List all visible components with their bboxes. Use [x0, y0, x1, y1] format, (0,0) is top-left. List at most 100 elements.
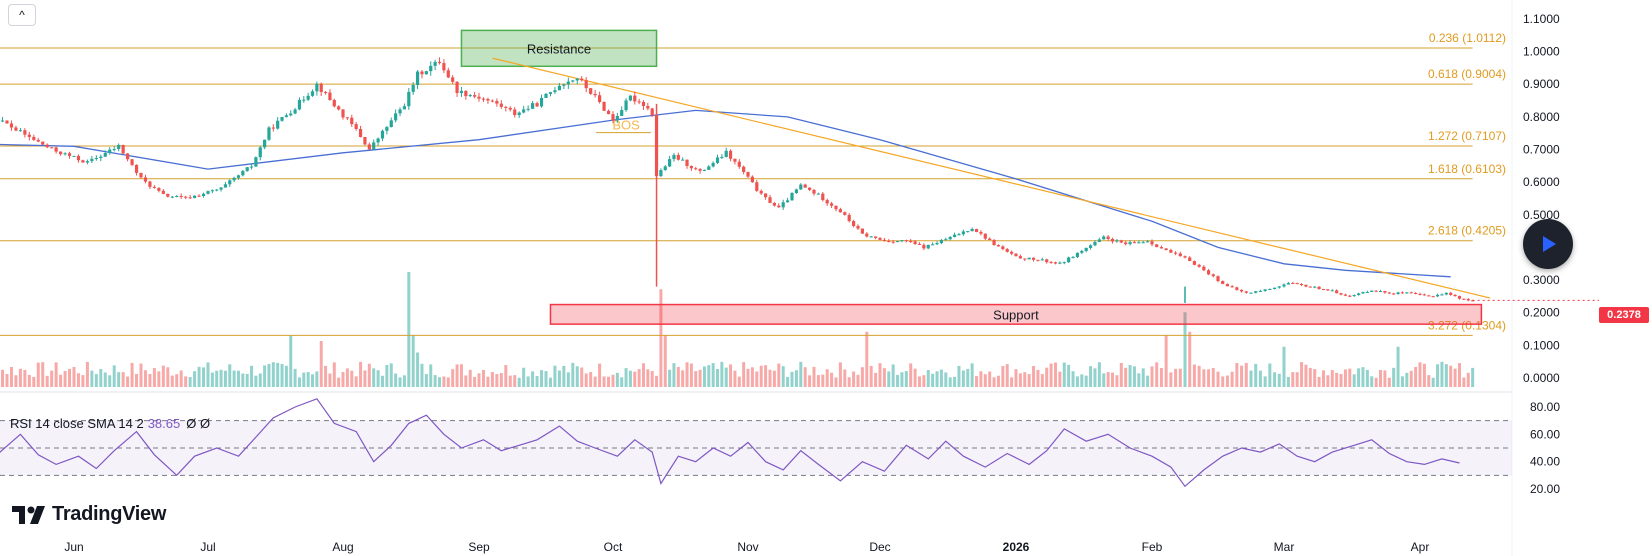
volume-bar — [1155, 362, 1159, 387]
replay-play-button[interactable] — [1523, 219, 1573, 269]
volume-bar — [241, 373, 245, 387]
volume-bar — [139, 363, 143, 387]
volume-bar — [424, 374, 428, 387]
candle-body — [206, 191, 210, 194]
candle-body — [1080, 250, 1084, 253]
candle-body — [1093, 241, 1097, 246]
candle-body — [1106, 236, 1110, 239]
volume-bar — [1361, 367, 1365, 387]
candle-body — [531, 103, 535, 109]
candle-body — [455, 81, 459, 94]
volume-bar — [852, 371, 856, 387]
volume-bar — [345, 368, 349, 387]
volume-bar — [442, 376, 446, 387]
candle-body — [481, 98, 486, 100]
volume-bar — [193, 371, 197, 387]
volume-bar — [562, 365, 566, 387]
candle-body — [707, 166, 711, 170]
volume-bar — [1093, 368, 1097, 387]
volume-bar — [1067, 364, 1071, 387]
price-tick-label: 0.7000 — [1523, 143, 1560, 157]
volume-bar — [446, 377, 450, 387]
candle-body — [464, 90, 468, 97]
volume-bar — [874, 372, 878, 387]
candle-body — [1370, 290, 1374, 292]
volume-bar — [891, 364, 895, 387]
rsi-legend-name: RSI 14 close SMA 14 2 — [10, 416, 144, 431]
volume-bar — [188, 377, 192, 387]
candle-body — [983, 233, 987, 239]
candle-body — [407, 91, 411, 107]
candle-body — [385, 127, 389, 131]
candle-body — [188, 197, 192, 199]
candle-body — [76, 155, 81, 161]
volume-bar — [372, 368, 376, 387]
volume-bar — [1249, 370, 1253, 387]
volume-bar — [1174, 368, 1178, 387]
volume-bar — [112, 365, 116, 387]
candle-body — [663, 166, 667, 171]
collapse-panel-button[interactable]: ^ — [8, 4, 36, 26]
candle-body — [332, 100, 336, 107]
volume-bar — [996, 375, 1000, 387]
volume-bar — [250, 365, 254, 387]
tradingview-logo[interactable]: TradingView — [12, 503, 166, 526]
volume-bar — [1027, 374, 1031, 387]
candle-body — [81, 160, 85, 163]
volume-bar — [297, 377, 301, 387]
candle-body — [1132, 242, 1137, 244]
candle-body — [508, 107, 512, 110]
candle-body — [1272, 287, 1277, 290]
candle-body — [900, 240, 904, 242]
rsi-legend[interactable]: RSI 14 close SMA 14 2 38.65 Ø Ø — [10, 416, 210, 431]
candle-body — [1124, 242, 1128, 245]
candle-body — [988, 238, 992, 241]
volume-bar — [869, 365, 873, 387]
candle-body — [1396, 292, 1400, 294]
volume-bar — [302, 372, 306, 387]
volume-bar — [481, 369, 485, 387]
candle-body — [1235, 287, 1239, 290]
candle-body — [1335, 290, 1339, 294]
volume-bar — [702, 366, 706, 387]
candle-body — [672, 154, 676, 160]
volume-bar — [1115, 375, 1119, 387]
candle-body — [737, 161, 741, 167]
candle-body — [99, 156, 103, 159]
volume-bar — [464, 375, 468, 387]
volume-bar — [228, 364, 232, 387]
play-icon — [1543, 236, 1556, 252]
volume-bar — [315, 371, 319, 387]
candle-body — [254, 157, 258, 167]
volume-bar — [1221, 376, 1225, 387]
candle-body — [1462, 298, 1466, 300]
volume-bar — [676, 366, 680, 387]
volume-bar — [45, 375, 49, 387]
volume-bar — [786, 376, 790, 387]
volume-bar — [420, 363, 424, 387]
candle-body — [598, 95, 602, 102]
volume-bar — [847, 377, 851, 387]
volume-bar — [681, 370, 685, 387]
candle-body — [490, 100, 494, 102]
candle-body — [1400, 292, 1405, 294]
candle-body — [733, 158, 737, 162]
candle-body — [372, 142, 376, 150]
volume-bar — [1102, 373, 1106, 387]
volume-bar — [624, 368, 628, 387]
volume-bar — [271, 362, 275, 387]
volume-bar — [1010, 377, 1014, 387]
volume-bar — [161, 365, 165, 387]
candle-body — [184, 196, 188, 198]
volume-bar — [1263, 376, 1267, 387]
candle-body — [698, 169, 702, 171]
volume-bar — [1211, 367, 1215, 387]
moving-average-line — [0, 109, 1451, 278]
volume-bar — [830, 372, 834, 387]
candle-body — [878, 237, 882, 240]
volume-bar — [957, 365, 961, 387]
candle-body — [1211, 274, 1215, 277]
candle-body — [1023, 258, 1027, 260]
volume-bar — [821, 374, 825, 387]
